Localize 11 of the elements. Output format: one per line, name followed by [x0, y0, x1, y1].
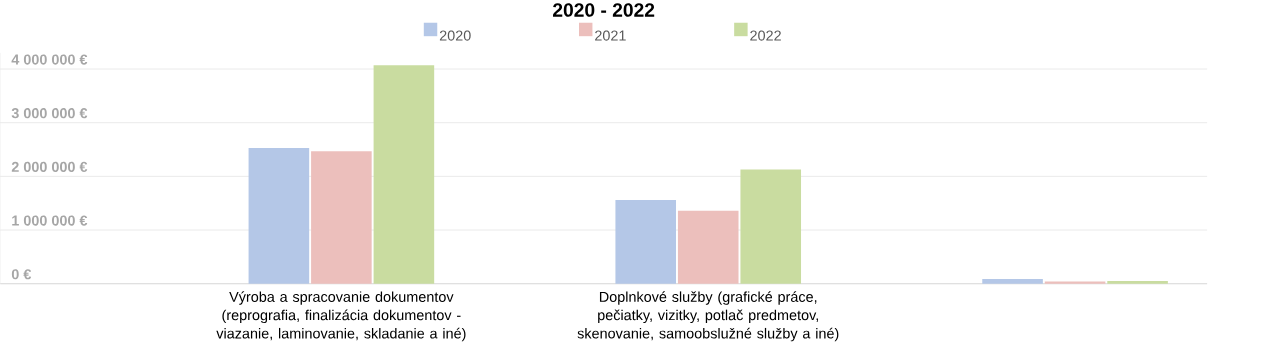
y-tick-label: 4 000 000 €: [11, 54, 88, 65]
y-tick-label: 2 000 000 €: [11, 161, 88, 173]
x-tick-label: Doplnkové služby (grafické práce, pečiatky, vizitky, potlač predmetov, skenovanie, samoobslužné služby a iné): [577, 291, 839, 342]
chart-title: 2020 - 2022: [553, 3, 655, 18]
y-tick-label: 0 €: [11, 269, 32, 280]
legend-label: 2021: [595, 30, 626, 41]
y-tick-label: 3 000 000 €: [11, 108, 88, 119]
legend-label: 2022: [750, 30, 781, 41]
y-tick-label: 1 000 000 €: [12, 215, 88, 226]
legend-label: 2020: [439, 30, 471, 41]
x-tick-label: Výroba a spracovanie dokumentov (reprografia, finalizácia dokumentov - viazanie, laminovanie, skladanie a iné): [216, 291, 466, 342]
